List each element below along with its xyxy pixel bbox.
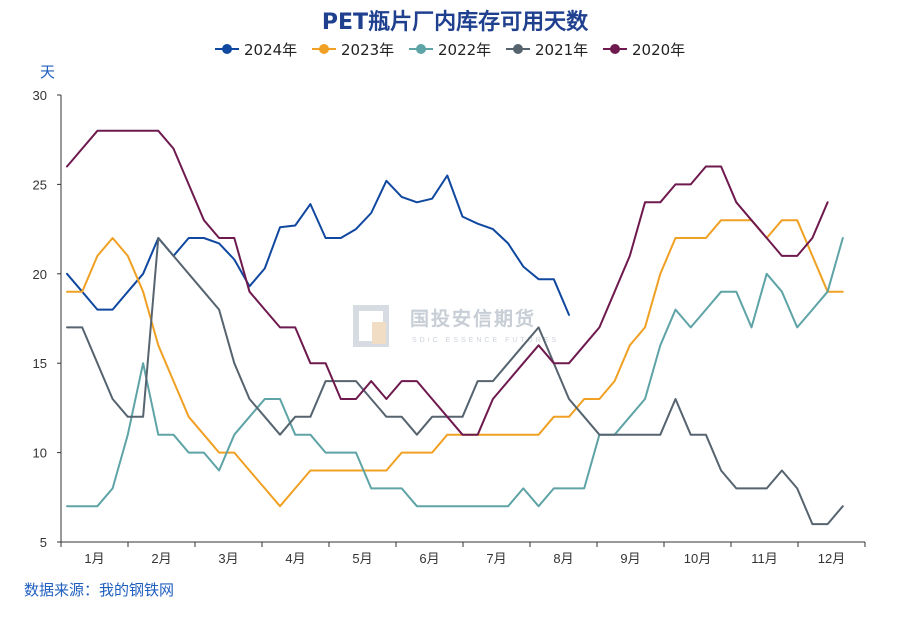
series-line-2022 [66, 237, 844, 508]
legend-marker [416, 44, 426, 54]
legend-label: 2023年 [341, 41, 394, 59]
legend-label: 2021年 [535, 41, 588, 59]
x-tick-label: 1月 [84, 551, 104, 566]
legend-marker [610, 44, 620, 54]
series-line-2024 [66, 174, 570, 316]
legend-label: 2024年 [244, 41, 297, 59]
x-tick-label: 7月 [486, 551, 506, 566]
y-tick-label: 15 [33, 356, 47, 371]
x-tick-label: 11月 [751, 551, 778, 566]
legend-marker [513, 44, 523, 54]
data-source: 数据来源：我的钢铁网 [24, 581, 175, 599]
y-tick-label: 10 [33, 446, 47, 461]
x-tick-label: 12月 [818, 551, 845, 566]
series-line-2021 [66, 237, 844, 526]
watermark-text: 国投安信期货 [410, 307, 536, 330]
chart-title: PET瓶片厂内库存可用天数 [322, 9, 589, 35]
watermark: 国投安信期货 SDIC ESSENCE FUTURES [353, 305, 559, 347]
y-tick-label: 5 [40, 535, 47, 550]
x-tick-label: 9月 [620, 551, 640, 566]
legend-marker [319, 44, 329, 54]
x-tick-label: 4月 [285, 551, 305, 566]
series-line-2020 [66, 129, 829, 436]
legend-label: 2020年 [632, 41, 685, 59]
legend-marker [222, 44, 232, 54]
x-tick-label: 3月 [218, 551, 238, 566]
series-group [66, 129, 844, 526]
x-tick-label: 8月 [553, 551, 573, 566]
series-line-2023 [66, 219, 844, 508]
x-tick-label: 2月 [151, 551, 171, 566]
legend-label: 2022年 [438, 41, 491, 59]
x-tick-label: 10月 [684, 551, 711, 566]
x-tick-label: 5月 [352, 551, 372, 566]
y-axis-label: 天 [40, 63, 55, 81]
y-tick-label: 30 [33, 88, 47, 103]
y-tick-label: 25 [33, 177, 47, 192]
x-tick-label: 6月 [419, 551, 439, 566]
y-tick-label: 20 [33, 267, 47, 282]
watermark-logo-accent [372, 322, 386, 344]
legend: 2024年 2023年 2022年 2021年 2020年 [215, 41, 685, 59]
watermark-subtext: SDIC ESSENCE FUTURES [412, 337, 559, 344]
axes: 5 10 15 20 25 30 1月 2月 3月 4月 5月 6月 7月 8月 9月 10月 11月 12月 [33, 88, 866, 566]
